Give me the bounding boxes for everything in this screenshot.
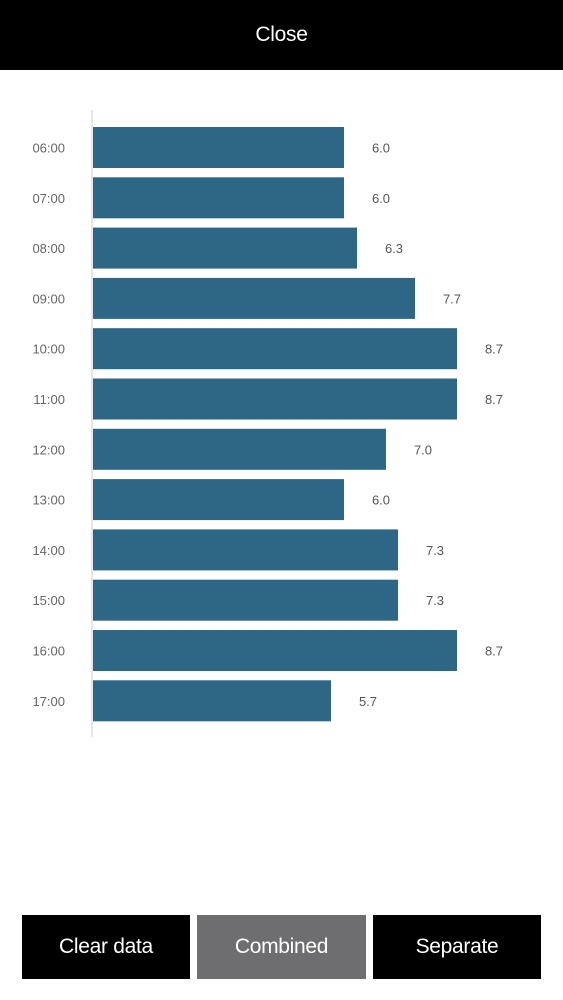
value-label: 6.0 [372, 191, 390, 206]
bar [93, 379, 457, 420]
value-label: 8.7 [485, 342, 503, 357]
separate-button[interactable]: Separate [373, 915, 541, 979]
value-label: 6.0 [372, 141, 390, 156]
category-label: 08:00 [32, 241, 65, 256]
value-label: 6.3 [385, 241, 403, 256]
bottom-toolbar: Clear data Combined Separate [22, 915, 541, 979]
bar [93, 680, 331, 721]
bar [93, 177, 344, 218]
bar [93, 228, 357, 269]
value-label: 8.7 [485, 392, 503, 407]
value-label: 7.7 [443, 291, 461, 306]
category-label: 09:00 [32, 291, 65, 306]
bars-group: 06:00 6.0 07:00 6.0 08:00 6.3 09:00 7.7 10:00 8.7… [32, 127, 503, 721]
category-label: 11:00 [33, 392, 65, 407]
combined-button[interactable]: Combined [197, 915, 366, 979]
category-label: 14:00 [32, 543, 65, 558]
category-label: 16:00 [32, 644, 65, 659]
category-label: 12:00 [32, 442, 65, 457]
value-label: 8.7 [485, 644, 503, 659]
bar [93, 127, 344, 168]
bar [93, 529, 398, 570]
bar [93, 429, 386, 470]
category-label: 17:00 [32, 694, 65, 709]
bar [93, 328, 457, 369]
category-label: 10:00 [32, 342, 65, 357]
value-label: 6.0 [372, 493, 390, 508]
combined-label: Combined [235, 935, 328, 959]
category-label: 06:00 [32, 141, 65, 156]
clear-data-button[interactable]: Clear data [22, 915, 190, 979]
value-label: 7.3 [426, 543, 444, 558]
category-label: 13:00 [32, 493, 65, 508]
value-label: 7.0 [414, 442, 432, 457]
bar [93, 580, 398, 621]
value-label: 7.3 [426, 593, 444, 608]
category-label: 07:00 [32, 191, 65, 206]
bar [93, 630, 457, 671]
bar [93, 479, 344, 520]
bar [93, 278, 415, 319]
category-label: 15:00 [32, 593, 65, 608]
separate-label: Separate [416, 935, 499, 959]
clear-data-label: Clear data [59, 935, 153, 959]
value-label: 5.7 [359, 694, 377, 709]
